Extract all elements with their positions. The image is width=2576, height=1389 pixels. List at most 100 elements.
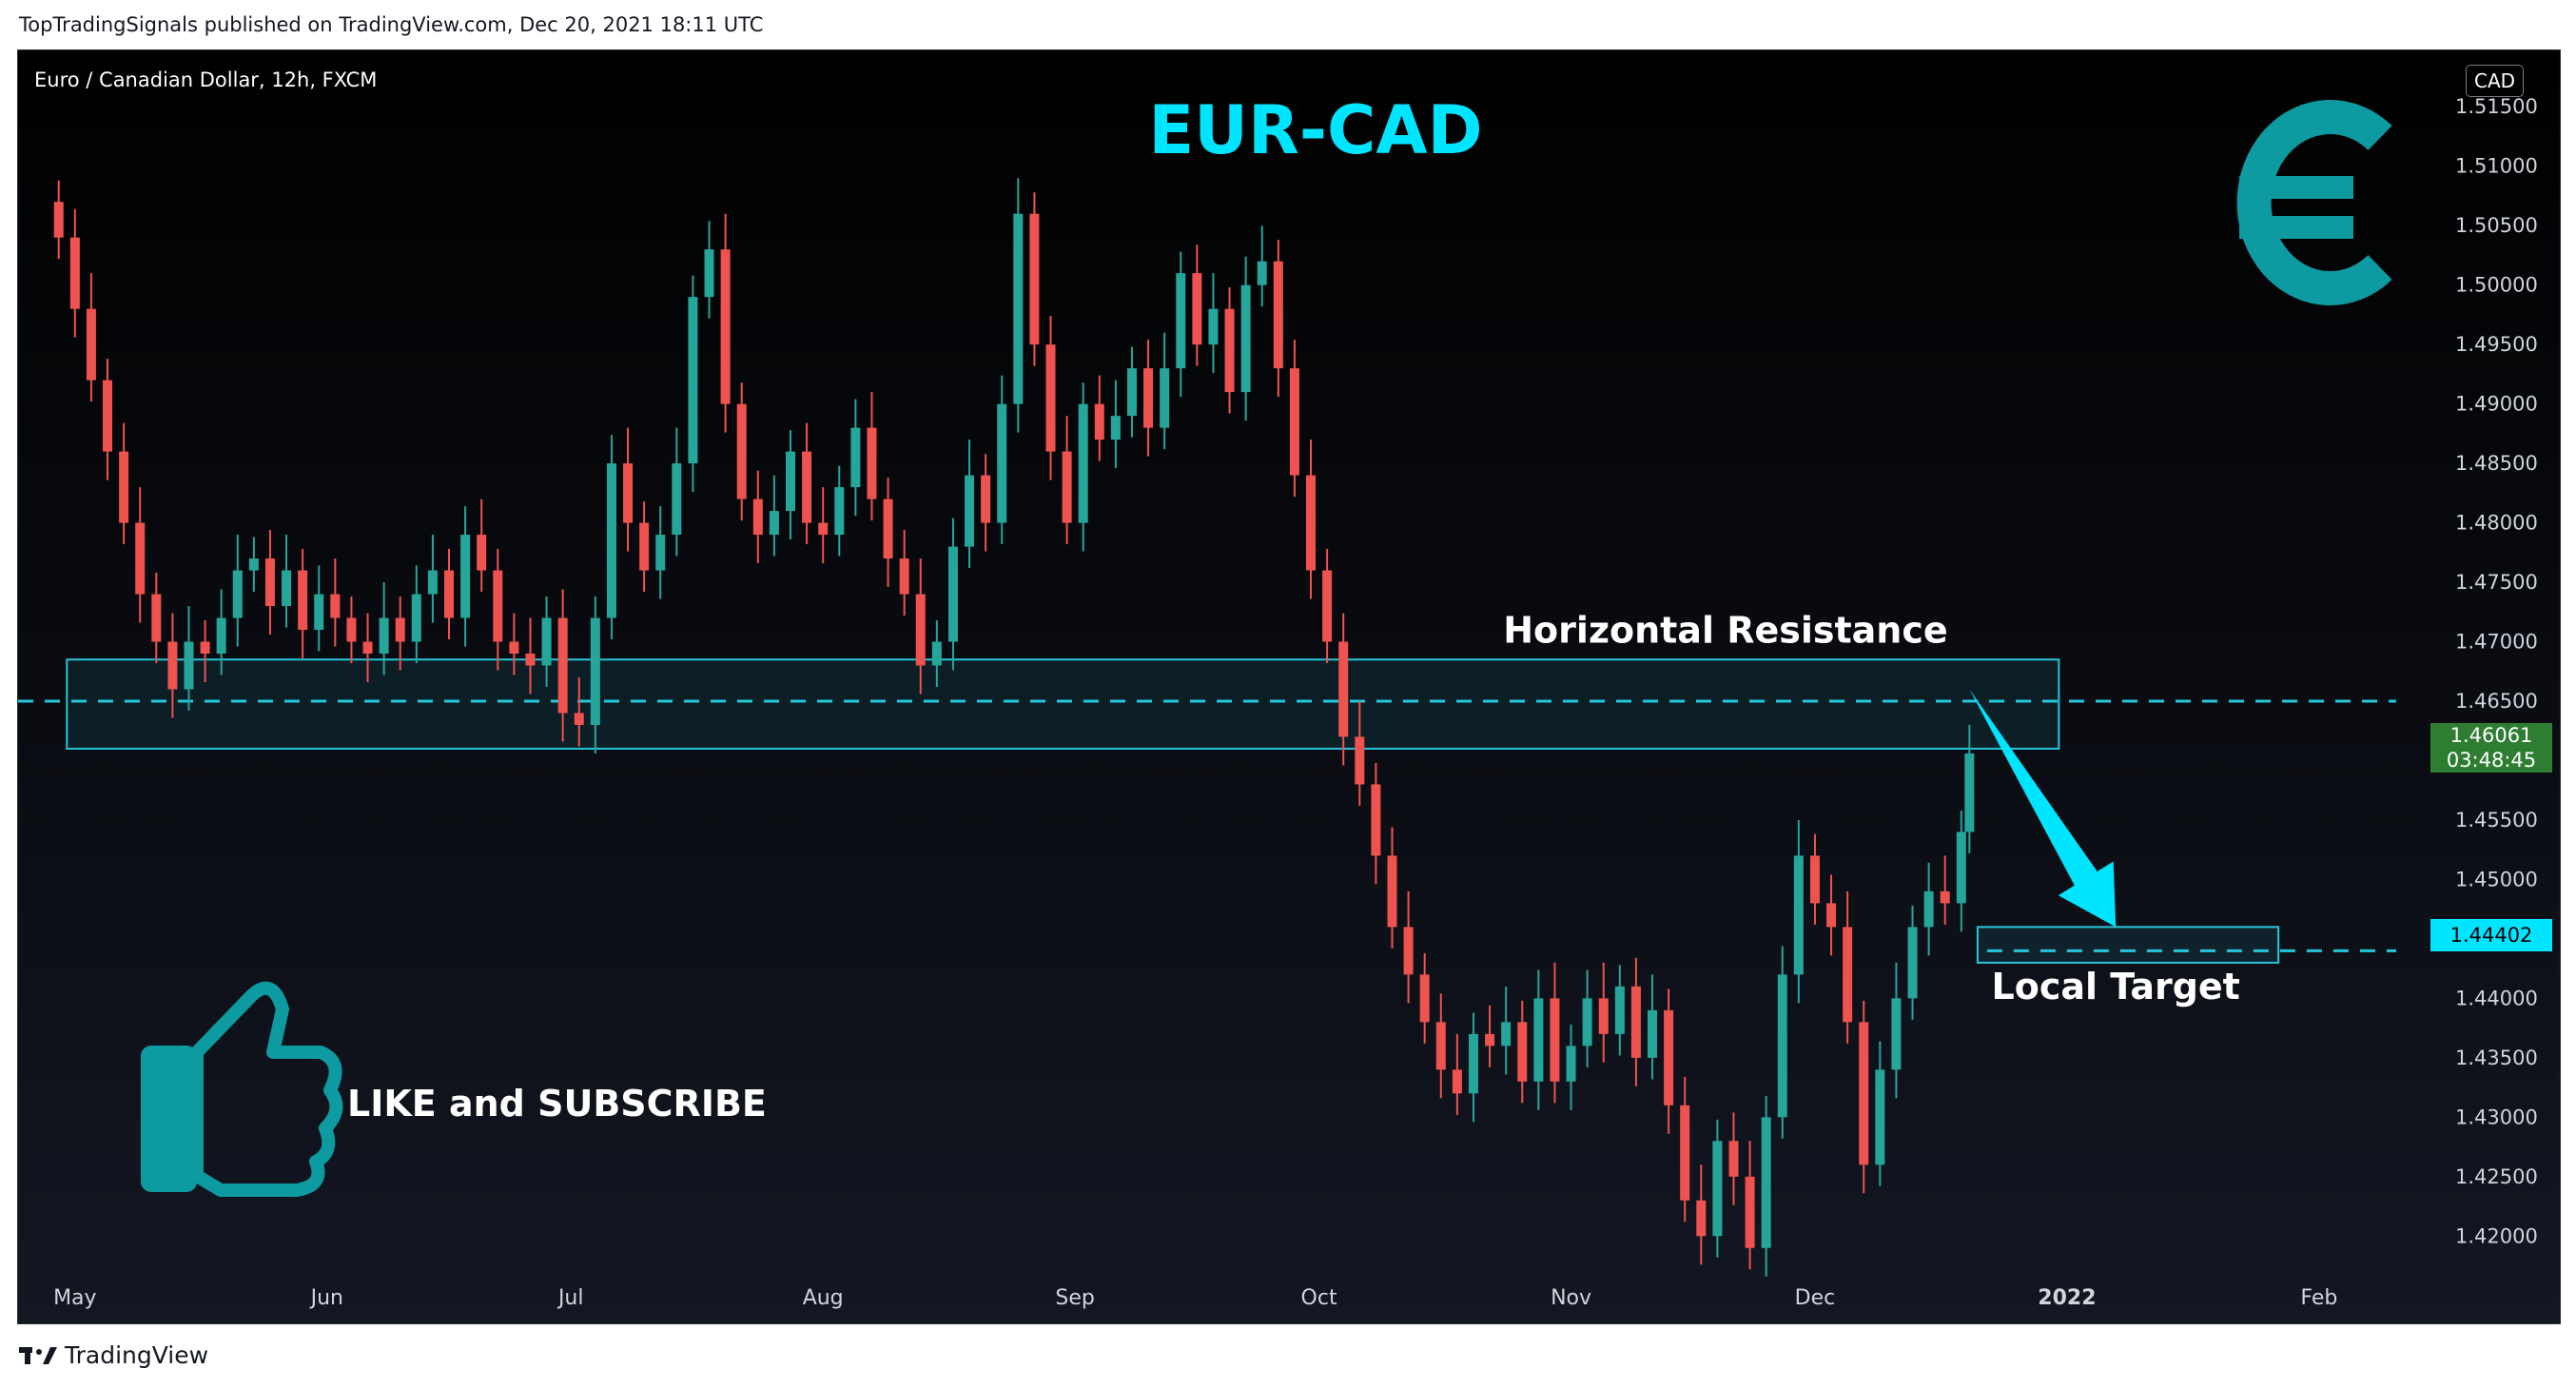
candle-body	[802, 451, 812, 523]
candle-body	[232, 570, 243, 618]
candle-body	[1696, 1200, 1707, 1237]
target-zone	[1976, 926, 2280, 964]
x-tick-label: Jul	[556, 1286, 584, 1310]
candle-body	[915, 594, 926, 666]
tradingview-logo-icon	[19, 1346, 57, 1364]
candle-body	[1403, 927, 1414, 975]
candle-body	[184, 641, 194, 690]
candle-body	[86, 308, 96, 381]
candle-body	[1306, 475, 1317, 571]
y-tick-label: 1.44000	[2455, 987, 2538, 1009]
euro-arc	[2236, 100, 2392, 305]
candle-body	[525, 654, 536, 666]
candle-body	[590, 617, 600, 725]
y-tick-label: 1.42000	[2455, 1224, 2538, 1247]
candle-body	[1614, 986, 1625, 1034]
x-tick-label: Dec	[1795, 1286, 1836, 1310]
candle-body	[1875, 1069, 1885, 1165]
candle-body	[1809, 855, 1820, 904]
footer-brand: TradingView	[65, 1341, 209, 1369]
x-tick-label: Sep	[1055, 1286, 1094, 1310]
thumb-hand	[190, 981, 343, 1197]
candle-body	[1598, 998, 1609, 1034]
candle-body	[200, 641, 210, 655]
candle-body	[509, 641, 519, 655]
last-price-value: 1.46061	[2449, 724, 2533, 747]
candle-body	[606, 463, 616, 618]
candle-body	[899, 558, 909, 595]
chart-title: EUR-CAD	[1148, 91, 1482, 169]
y-tick-label: 1.43500	[2455, 1047, 2538, 1069]
candle-body	[1956, 831, 1966, 904]
projection-arrow	[1969, 689, 2117, 928]
candle-body	[1240, 284, 1251, 393]
candle-body	[1355, 736, 1365, 785]
resistance-zone	[66, 658, 2060, 750]
candle-body	[1013, 213, 1024, 404]
y-tick-label: 1.47000	[2455, 631, 2538, 654]
y-tick-label: 1.42500	[2455, 1165, 2538, 1188]
candle-body	[1078, 403, 1088, 523]
candle-body	[639, 522, 650, 571]
like-subscribe-label: LIKE and SUBSCRIBE	[347, 1083, 767, 1125]
candle-body	[1208, 308, 1219, 345]
candle-body	[1289, 368, 1299, 476]
candle-body	[1728, 1141, 1739, 1177]
candle-body	[1630, 986, 1641, 1058]
y-tick-label: 1.50000	[2455, 274, 2538, 297]
candle-body	[411, 594, 421, 642]
candle-body	[574, 713, 584, 725]
candle-body	[1745, 1176, 1755, 1248]
thumbs-up-icon	[141, 981, 343, 1197]
candle-body	[1648, 1009, 1658, 1058]
candle-body	[1940, 890, 1950, 904]
y-tick-label: 1.48000	[2455, 512, 2538, 535]
candle-body	[1964, 753, 1975, 832]
candle-body	[1550, 998, 1560, 1082]
candle-body	[298, 570, 308, 631]
x-tick-label: Oct	[1301, 1286, 1337, 1310]
arrow-shape	[1969, 689, 2117, 928]
candle-body	[362, 641, 373, 655]
candle-body	[1045, 344, 1056, 452]
x-tick-label: Jun	[309, 1286, 343, 1310]
resistance-label: Horizontal Resistance	[1503, 609, 1947, 651]
y-tick-label: 1.46500	[2455, 690, 2538, 713]
y-tick-label: 1.51000	[2455, 155, 2538, 178]
candle-body	[1224, 308, 1235, 393]
candle-body	[883, 499, 893, 559]
target-price-tag: 1.44402	[2430, 919, 2552, 951]
candle-body	[720, 249, 731, 404]
currency-badge[interactable]: CAD	[2466, 65, 2525, 97]
candle-body	[216, 617, 226, 655]
candle-body	[444, 570, 455, 618]
price-chart[interactable]: 1.420001.425001.430001.435001.440001.445…	[18, 50, 2560, 1323]
candle-body	[1452, 1069, 1462, 1094]
candle-body	[1777, 974, 1787, 1118]
symbol-info: Euro / Canadian Dollar, 12h, FXCM	[34, 68, 378, 91]
last-price-tag: 1.46061 03:48:45	[2430, 723, 2552, 773]
candle-body	[151, 594, 162, 642]
candle-body	[1907, 927, 1918, 999]
candle-body	[752, 499, 763, 536]
candle-body	[493, 570, 503, 642]
y-tick-label: 1.48500	[2455, 452, 2538, 475]
candle-body	[379, 617, 389, 655]
footer[interactable]: TradingView	[19, 1341, 208, 1369]
candle-body	[1435, 1022, 1446, 1070]
candle-body	[834, 487, 845, 536]
chart-frame[interactable]: 1.420001.425001.430001.435001.440001.445…	[17, 49, 2561, 1324]
y-tick-label: 1.49500	[2455, 333, 2538, 356]
x-tick-label: 2022	[2038, 1286, 2096, 1310]
candle-body	[477, 535, 487, 571]
candle-body	[1338, 641, 1349, 737]
candle-body	[167, 641, 178, 690]
candle-body	[346, 617, 357, 642]
candle-body	[1257, 261, 1267, 285]
candle-body	[248, 558, 259, 571]
candle-body	[314, 594, 324, 631]
candle-body	[1371, 784, 1381, 856]
euro-bar	[2239, 216, 2353, 239]
candle-body	[1126, 368, 1137, 417]
candle-body	[736, 403, 747, 499]
